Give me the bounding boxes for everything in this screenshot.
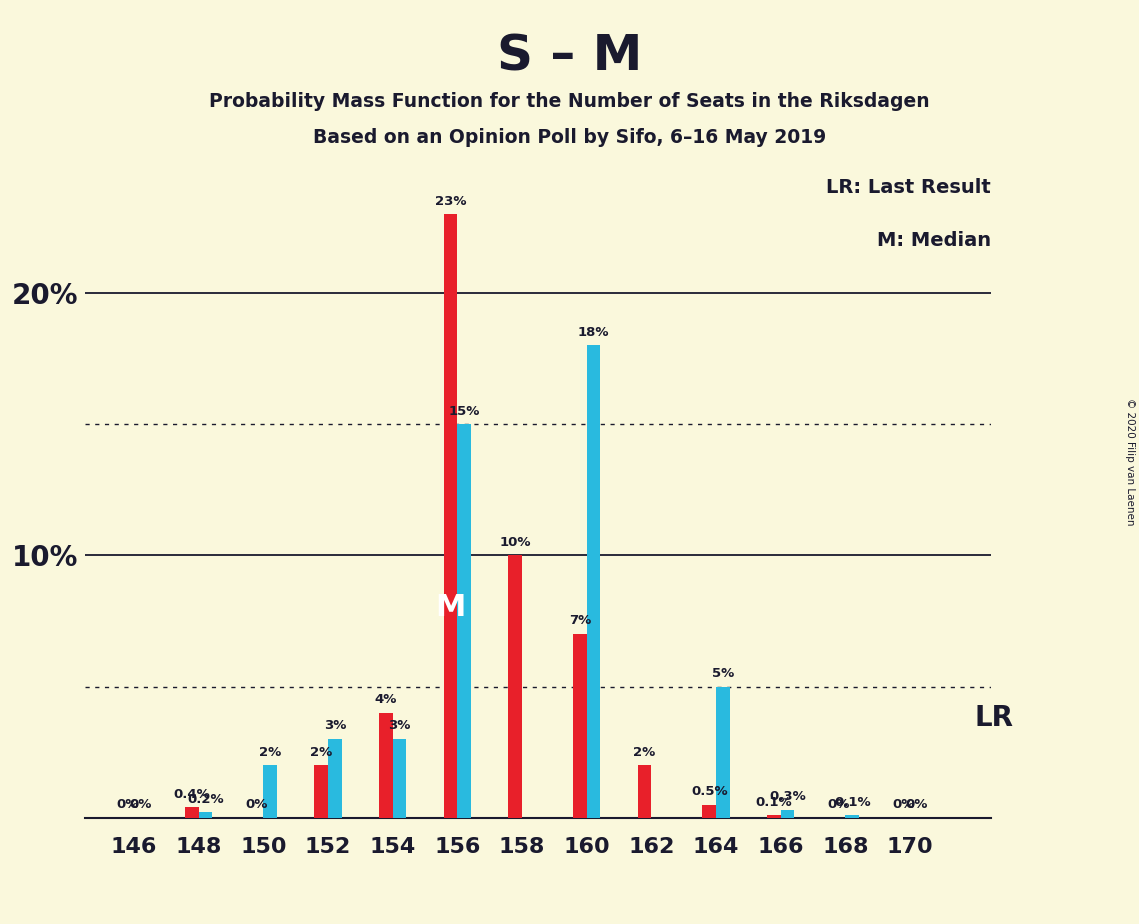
Text: 0.1%: 0.1% — [755, 796, 793, 808]
Bar — [198, 812, 212, 818]
Text: 2%: 2% — [310, 746, 333, 759]
Text: 0.1%: 0.1% — [834, 796, 870, 808]
Bar — [573, 634, 587, 818]
Text: 0.5%: 0.5% — [691, 785, 728, 798]
Bar — [768, 815, 780, 818]
Text: LR: Last Result: LR: Last Result — [826, 178, 991, 197]
Text: 3%: 3% — [323, 720, 346, 733]
Text: S – M: S – M — [497, 32, 642, 80]
Text: 2%: 2% — [633, 746, 656, 759]
Bar — [638, 765, 652, 818]
Text: 2%: 2% — [259, 746, 281, 759]
Text: 0%: 0% — [827, 798, 850, 811]
Text: M: M — [435, 593, 466, 622]
Bar — [845, 815, 859, 818]
Text: Based on an Opinion Poll by Sifo, 6–16 May 2019: Based on an Opinion Poll by Sifo, 6–16 M… — [313, 128, 826, 147]
Text: 0%: 0% — [892, 798, 915, 811]
Bar — [587, 346, 600, 818]
Text: 0%: 0% — [906, 798, 928, 811]
Text: 0.2%: 0.2% — [187, 793, 223, 806]
Text: 10%: 10% — [500, 536, 531, 549]
Bar — [314, 765, 328, 818]
Text: 18%: 18% — [577, 326, 609, 339]
Bar — [185, 808, 198, 818]
Text: LR: LR — [975, 704, 1014, 732]
Bar — [379, 712, 393, 818]
Bar — [458, 424, 470, 818]
Text: M: Median: M: Median — [877, 231, 991, 249]
Bar — [716, 687, 730, 818]
Text: 3%: 3% — [388, 720, 411, 733]
Text: 0%: 0% — [245, 798, 268, 811]
Text: Probability Mass Function for the Number of Seats in the Riksdagen: Probability Mass Function for the Number… — [210, 92, 929, 112]
Bar — [508, 555, 522, 818]
Bar — [703, 805, 716, 818]
Text: 23%: 23% — [435, 195, 466, 208]
Text: 0%: 0% — [130, 798, 151, 811]
Text: © 2020 Filip van Laenen: © 2020 Filip van Laenen — [1125, 398, 1134, 526]
Text: 0%: 0% — [116, 798, 138, 811]
Text: 5%: 5% — [712, 667, 734, 680]
Text: 15%: 15% — [449, 405, 480, 418]
Bar — [444, 214, 458, 818]
Text: 4%: 4% — [375, 693, 398, 706]
Bar — [780, 809, 794, 818]
Text: 0.4%: 0.4% — [173, 787, 211, 801]
Bar — [393, 739, 407, 818]
Bar — [263, 765, 277, 818]
Bar — [328, 739, 342, 818]
Text: 7%: 7% — [568, 614, 591, 627]
Text: 0.3%: 0.3% — [769, 790, 806, 803]
